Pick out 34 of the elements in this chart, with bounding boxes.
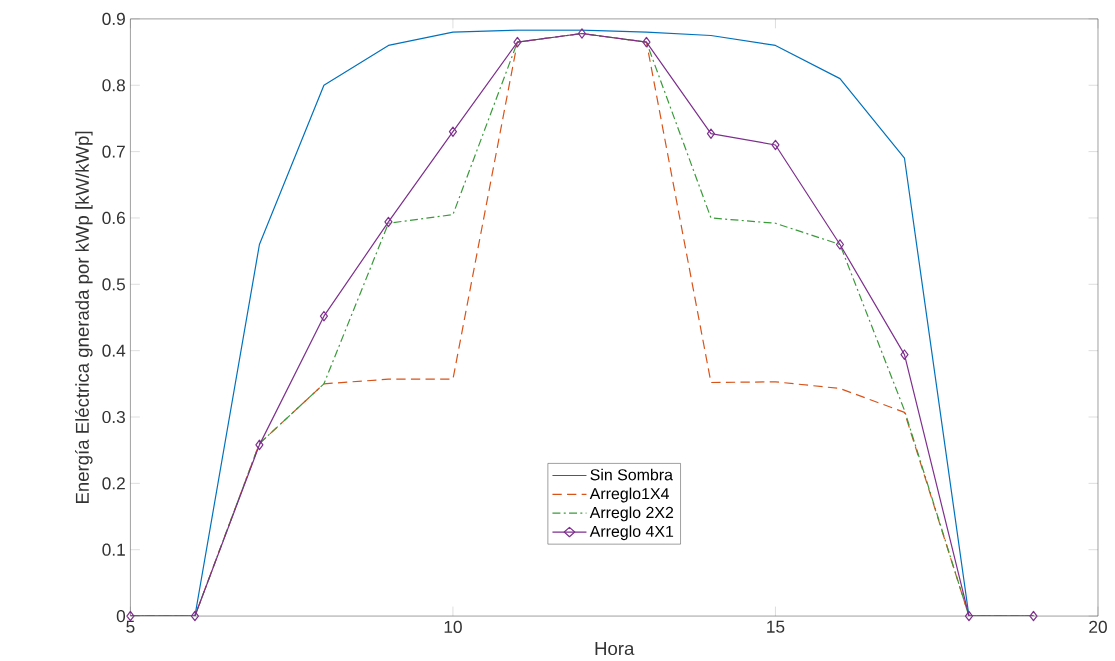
x-axis-title: Hora — [595, 641, 635, 655]
y-tick-label: 0.3 — [102, 410, 125, 423]
legend-label: Arreglo 4X1 — [589, 525, 674, 540]
legend-label: Arreglo 2X2 — [589, 506, 674, 522]
x-tick-label: 5 — [126, 620, 135, 633]
y-tick-label: 0.8 — [102, 78, 125, 92]
point — [900, 349, 909, 360]
x-tick-label: 15 — [767, 620, 785, 633]
point — [642, 36, 651, 48]
point — [835, 239, 845, 250]
y-tick-label: 0.7 — [102, 145, 125, 158]
x-tick-label: 20 — [1089, 620, 1107, 633]
y-tick-label: 0.1 — [102, 543, 125, 556]
point — [1029, 610, 1038, 622]
point — [577, 28, 587, 39]
y-tick-label: 0.4 — [102, 344, 126, 357]
y-tick-label: 0.6 — [102, 211, 125, 224]
point — [448, 126, 458, 137]
point — [706, 128, 716, 139]
point — [513, 36, 522, 48]
y-tick-label: 0.9 — [102, 12, 125, 25]
point — [964, 610, 974, 622]
point — [190, 610, 199, 622]
x-tick-label: 10 — [444, 620, 462, 633]
y-tick-label: 0.2 — [102, 477, 125, 490]
y-tick-label: 0.5 — [102, 277, 125, 291]
legend-label: Sin Sombra — [590, 468, 673, 481]
point — [771, 139, 780, 151]
point — [255, 439, 264, 450]
point — [384, 216, 393, 227]
legend-label: Arreglo1X4 — [589, 487, 669, 503]
y-tick-label: 0 — [116, 609, 126, 622]
point — [319, 310, 329, 322]
y-axis-title: Energía Eléctrica gnerada por kWp [kW/kWp] — [75, 131, 93, 503]
